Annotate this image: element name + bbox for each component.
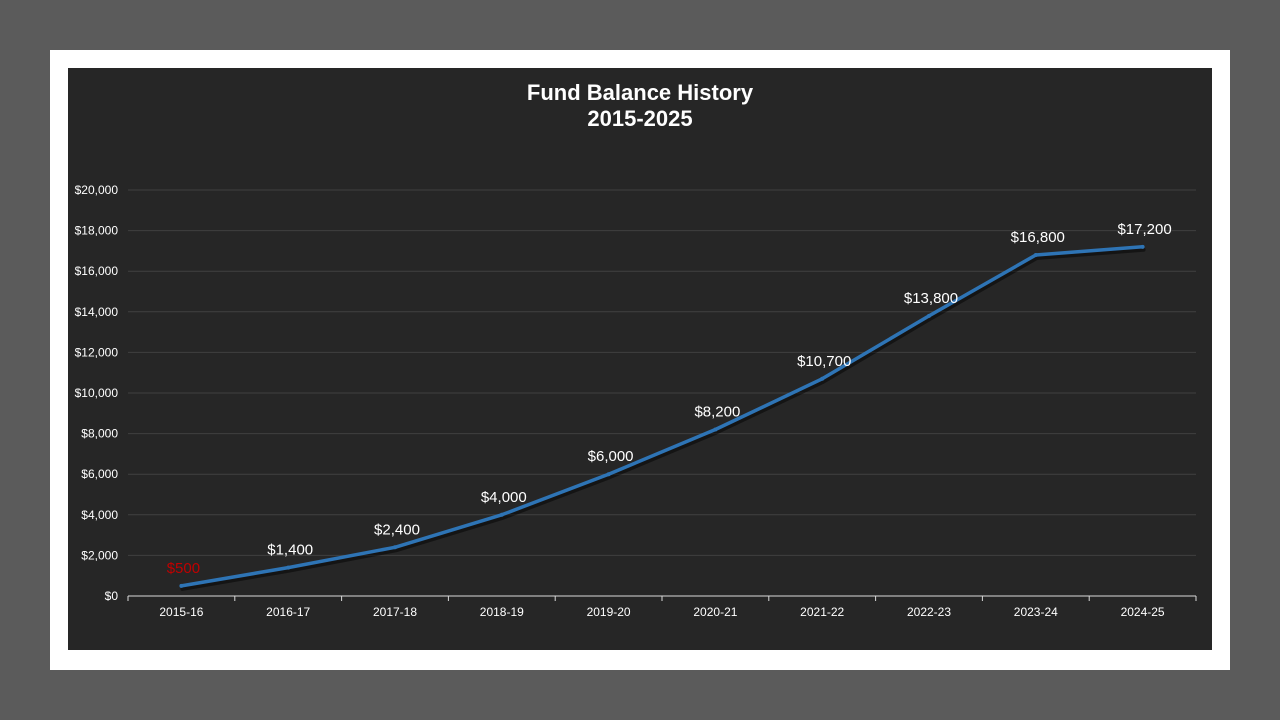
data-point: [393, 545, 397, 550]
chart-title-line-2: 2015-2025: [587, 106, 693, 131]
y-tick-label: $18,000: [75, 224, 119, 238]
data-label: $10,700: [797, 353, 851, 370]
y-tick-label: $6,000: [81, 467, 118, 481]
y-tick-label: $20,000: [75, 183, 119, 197]
y-tick-label: $0: [105, 589, 119, 603]
y-tick-label: $2,000: [81, 548, 118, 562]
data-label: $13,800: [904, 290, 958, 307]
chart-frame: $0 $2,000 $4,000 $6,000 $8,000 $10,000 $12,000…: [50, 50, 1230, 670]
gridlines: [128, 189, 1196, 556]
data-point: [927, 313, 931, 318]
chart-title: Fund Balance History 2015-2025: [68, 80, 1212, 132]
x-tick-label: 2023-24: [1014, 605, 1058, 619]
data-point: [1140, 244, 1145, 249]
y-tick-label: $8,000: [81, 427, 118, 441]
data-point: [606, 472, 611, 477]
data-label: $4,000: [481, 489, 527, 506]
data-point: [286, 565, 291, 570]
data-point: [1033, 252, 1038, 257]
data-label: $6,000: [588, 448, 634, 465]
chart-area: $0 $2,000 $4,000 $6,000 $8,000 $10,000 $12,000…: [68, 68, 1212, 650]
series-line: [179, 245, 1145, 588]
x-tick-label: 2020-21: [693, 605, 737, 619]
data-label: $500: [167, 560, 200, 577]
data-label: $17,200: [1117, 221, 1171, 238]
data-label: $8,200: [694, 404, 740, 421]
x-tick-label: 2019-20: [587, 605, 631, 619]
y-tick-label: $16,000: [75, 264, 119, 278]
data-label: $16,800: [1011, 229, 1065, 246]
y-tick-label: $12,000: [75, 345, 119, 359]
chart-title-line-1: Fund Balance History: [526, 80, 754, 105]
line-chart: $0 $2,000 $4,000 $6,000 $8,000 $10,000 $12,000…: [75, 183, 1197, 619]
data-point: [499, 512, 504, 517]
data-point: [179, 583, 184, 588]
x-tick-label: 2021-22: [800, 605, 844, 619]
series-line-layer: [179, 244, 1146, 591]
y-tick-label: $4,000: [81, 508, 118, 522]
data-point: [820, 376, 825, 381]
x-tick-label: 2018-19: [480, 605, 524, 619]
x-tick-label: 2022-23: [907, 605, 951, 619]
x-tick-label: 2015-16: [159, 605, 203, 619]
data-point: [713, 427, 718, 432]
x-tick-label: 2017-18: [373, 605, 417, 619]
axes: $0 $2,000 $4,000 $6,000 $8,000 $10,000 $12,000…: [75, 183, 1197, 619]
series-line-shadow: [180, 247, 1146, 591]
y-tick-label: $10,000: [75, 386, 119, 400]
y-tick-label: $14,000: [75, 305, 119, 319]
data-label: $1,400: [267, 542, 313, 559]
data-labels: $500 $1,400 $2,400 $4,000 $6,000 $8,200 $10,70…: [167, 221, 1172, 577]
x-tick-label: 2024-25: [1121, 605, 1165, 619]
data-label: $2,400: [374, 521, 420, 538]
x-tick-label: 2016-17: [266, 605, 310, 619]
